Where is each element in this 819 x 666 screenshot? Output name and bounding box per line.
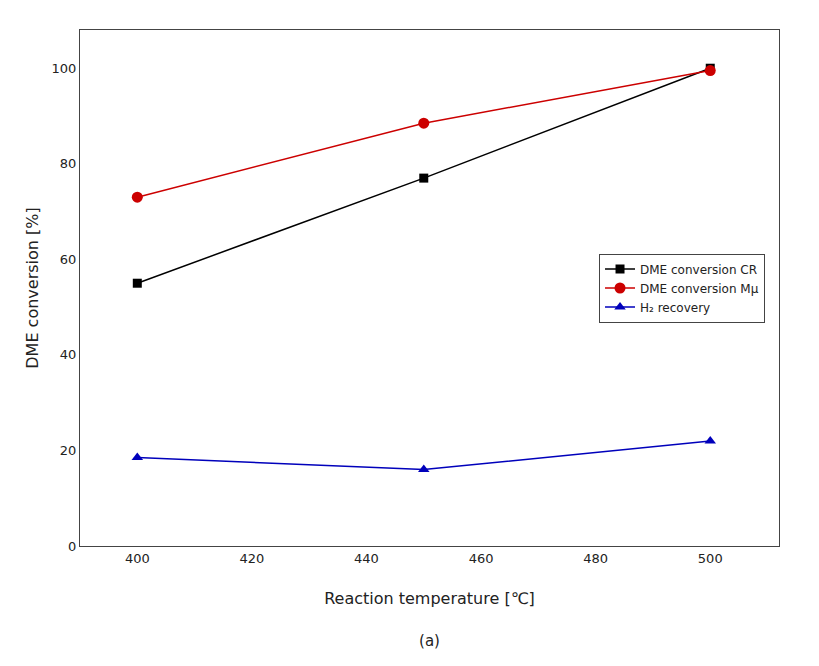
svg-text:420: 420: [239, 551, 264, 566]
svg-text:500: 500: [698, 551, 723, 566]
svg-text:400: 400: [125, 551, 150, 566]
svg-text:60: 60: [60, 252, 77, 267]
svg-text:Reaction temperature [℃]: Reaction temperature [℃]: [324, 589, 535, 608]
svg-text:DME conversion CR: DME conversion CR: [640, 263, 757, 277]
svg-text:DME conversion Mμ: DME conversion Mμ: [640, 282, 759, 296]
svg-text:440: 440: [354, 551, 379, 566]
svg-text:0: 0: [68, 539, 76, 554]
svg-text:460: 460: [469, 551, 494, 566]
svg-text:40: 40: [60, 347, 77, 362]
svg-text:20: 20: [60, 443, 77, 458]
svg-text:H₂ recovery: H₂ recovery: [640, 301, 710, 315]
svg-text:(a): (a): [419, 632, 440, 650]
svg-text:80: 80: [60, 156, 77, 171]
svg-text:100: 100: [52, 61, 77, 76]
svg-text:DME conversion [%]: DME conversion [%]: [23, 207, 42, 368]
svg-text:480: 480: [583, 551, 608, 566]
